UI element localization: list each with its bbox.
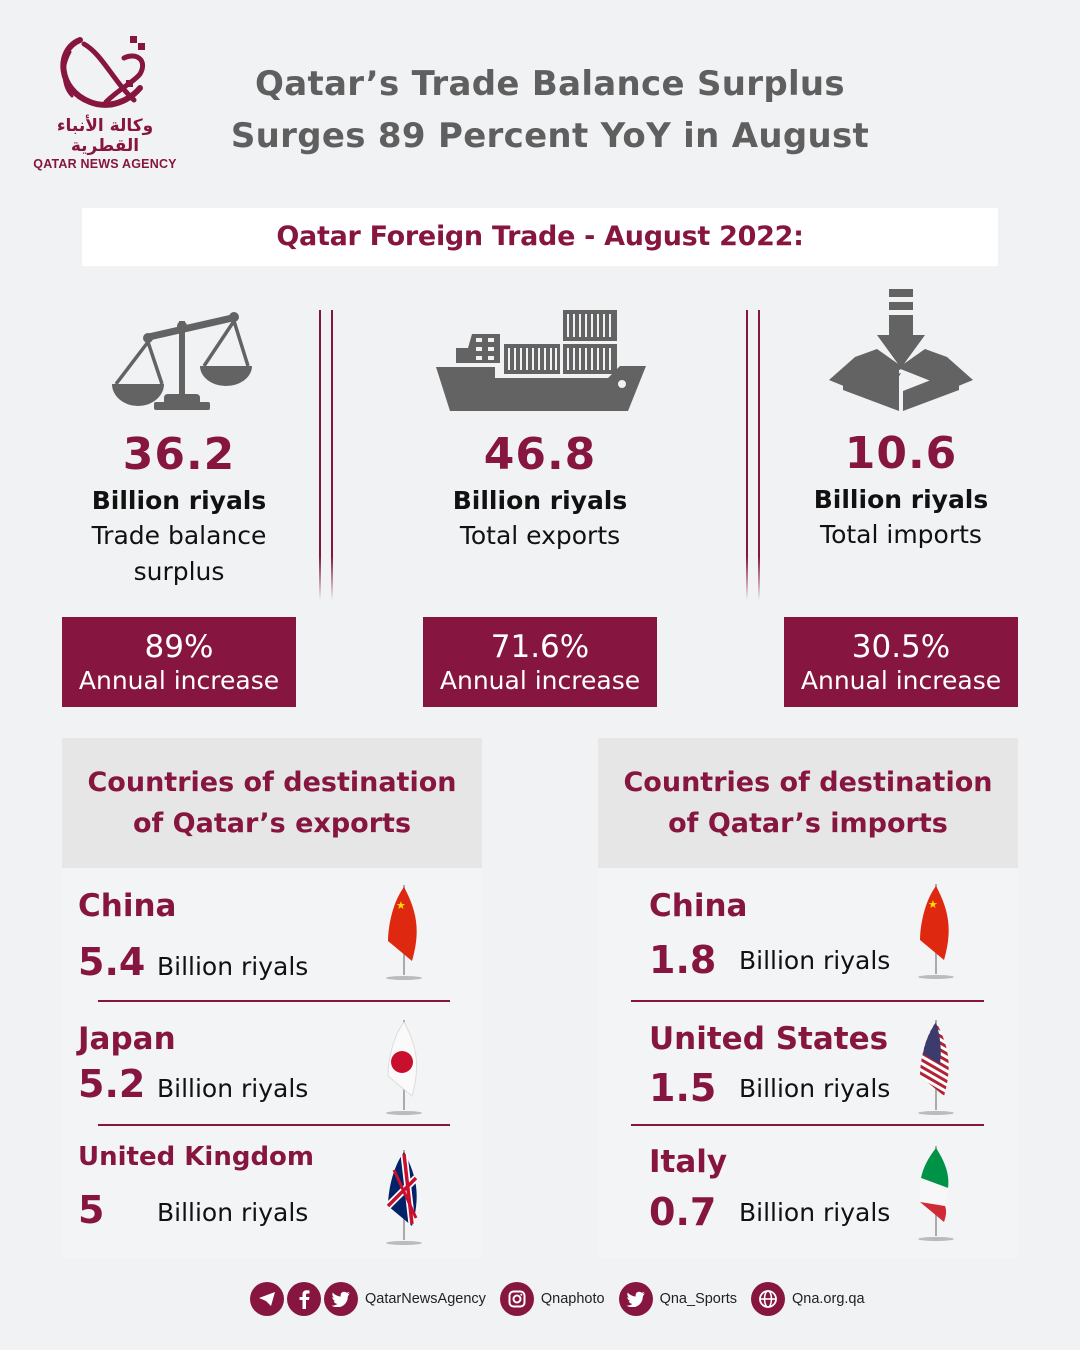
import-box-icon: [829, 289, 973, 411]
country-name: United States: [649, 1021, 889, 1057]
qna-logo: وكالة الأنباء القطرية QATAR NEWS AGENCY: [30, 30, 180, 171]
heading-line-1: Countries of destination: [623, 767, 993, 798]
italy-flag-icon: [918, 1146, 954, 1241]
globe-icon[interactable]: [750, 1282, 785, 1316]
country-name: China: [78, 888, 177, 924]
china-flag-icon: ★: [918, 884, 954, 979]
heading-line-2: of Qatar’s exports: [132, 808, 412, 839]
section-banner: Qatar Foreign Trade - August 2022:: [82, 208, 998, 266]
stat-description: Total imports: [820, 520, 982, 549]
logo-arabic-text: وكالة الأنباء القطرية: [56, 116, 154, 156]
country-value: 5: [78, 1188, 105, 1232]
country-unit: Billion riyals: [157, 1074, 309, 1103]
stat-total-exports: 46.8 Billion riyals Total exports: [390, 296, 690, 554]
title-line-2: Surges 89 Percent YoY in August: [230, 116, 870, 156]
stat-unit: Billion riyals: [91, 486, 267, 515]
stat-trade-balance: 36.2 Billion riyals Trade balance surplu…: [29, 296, 329, 590]
stat-description: Total exports: [459, 521, 621, 550]
badge-label: Annual increase: [439, 666, 641, 695]
row-separator: [98, 1000, 450, 1002]
divider-line: [331, 310, 333, 600]
svg-text:★: ★: [928, 898, 938, 911]
country-unit: Billion riyals: [739, 1198, 891, 1227]
badge-label: Annual increase: [78, 666, 280, 695]
badge-percent: 89%: [144, 629, 214, 665]
footer-handle-instagram[interactable]: Qnaphoto: [540, 1291, 605, 1307]
china-flag-icon: ★: [386, 885, 422, 980]
country-value: 5.2: [78, 1062, 146, 1106]
row-separator: [631, 1124, 984, 1126]
badge-percent: 30.5%: [851, 629, 951, 665]
annual-increase-badge: 71.6% Annual increase: [423, 617, 657, 707]
badge-percent: 71.6%: [490, 629, 590, 665]
divider-line: [758, 310, 760, 600]
stat-description: Trade balance: [91, 521, 267, 550]
country-value: 5.4: [78, 940, 146, 984]
row-separator: [98, 1124, 450, 1126]
country-unit: Billion riyals: [739, 1074, 891, 1103]
annual-increase-badge: 30.5% Annual increase: [784, 617, 1018, 707]
twitter-icon[interactable]: [618, 1282, 653, 1316]
country-value: 0.7: [649, 1190, 717, 1234]
country-unit: Billion riyals: [157, 1198, 309, 1227]
divider-line: [319, 310, 321, 600]
country-name: Italy: [649, 1144, 728, 1180]
instagram-icon[interactable]: [499, 1282, 534, 1316]
country-value: 1.5: [649, 1066, 717, 1110]
country-name: Japan: [78, 1021, 176, 1057]
badge-label: Annual increase: [800, 666, 1002, 695]
uk-flag-icon: [385, 1150, 422, 1245]
stat-unit: Billion riyals: [813, 485, 989, 514]
logo-english-text: QATAR NEWS AGENCY: [33, 157, 177, 171]
country-value: 1.8: [649, 938, 717, 982]
footer-handle-sports[interactable]: Qna_Sports: [659, 1291, 737, 1307]
exports-panel: Countries of destination of Qatar’s expo…: [62, 738, 482, 1258]
footer-website-link[interactable]: Qna.org.qa: [791, 1291, 865, 1307]
twitter-icon[interactable]: [324, 1282, 358, 1316]
banner-text: Qatar Foreign Trade - August 2022:: [276, 221, 804, 252]
stat-value: 36.2: [122, 429, 236, 480]
title-line-1: Qatar’s Trade Balance Surplus: [255, 64, 845, 104]
facebook-icon[interactable]: [287, 1282, 321, 1316]
country-name: United Kingdom: [78, 1142, 315, 1172]
heading-line-2: of Qatar’s imports: [668, 808, 948, 839]
annual-increase-badge: 89% Annual increase: [62, 617, 296, 707]
country-unit: Billion riyals: [157, 952, 309, 981]
stat-description-2: surplus: [133, 557, 225, 586]
svg-text:★: ★: [396, 899, 406, 912]
usa-flag-icon: [918, 1020, 954, 1115]
scale-icon: [112, 312, 252, 410]
japan-flag-icon: [386, 1020, 422, 1115]
stat-total-imports: 10.6 Billion riyals Total imports: [751, 285, 1051, 553]
country-name: China: [649, 888, 748, 924]
footer-handle-social[interactable]: QatarNewsAgency: [365, 1291, 486, 1307]
page-title: Qatar’s Trade Balance Surplus Surges 89 …: [200, 58, 900, 162]
stat-value: 46.8: [483, 429, 597, 480]
cargo-ship-icon: [436, 310, 646, 411]
row-separator: [631, 1000, 984, 1002]
imports-heading: Countries of destination of Qatar’s impo…: [598, 738, 1018, 868]
stat-value: 10.6: [844, 428, 958, 479]
heading-line-1: Countries of destination: [87, 767, 457, 798]
country-unit: Billion riyals: [739, 946, 891, 975]
social-footer: QatarNewsAgency Qnaphoto Qna_Sports Qna.…: [250, 1281, 879, 1317]
qna-emblem-icon: [60, 36, 146, 108]
exports-heading: Countries of destination of Qatar’s expo…: [62, 738, 482, 868]
telegram-icon[interactable]: [250, 1282, 284, 1316]
stat-unit: Billion riyals: [452, 486, 628, 515]
imports-panel: Countries of destination of Qatar’s impo…: [598, 738, 1018, 1258]
divider-line: [746, 310, 748, 600]
